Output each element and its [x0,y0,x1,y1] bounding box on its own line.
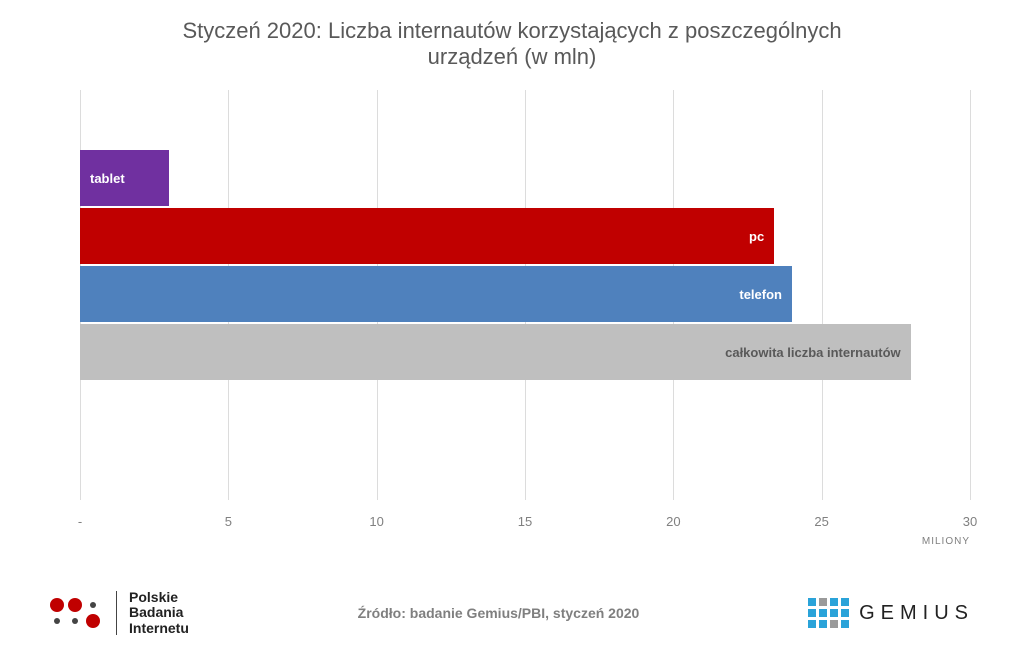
gemius-dot [841,598,849,606]
x-tick-label: 20 [666,514,680,529]
gemius-text: GEMIUS [859,602,974,625]
bar-label-pc: pc [749,229,764,244]
pbi-dot [68,598,82,612]
bar-label-telefon: telefon [739,287,782,302]
gemius-dot [841,609,849,617]
plot-area: -51015202530MILIONYtabletpctelefoncałkow… [80,90,970,500]
pbi-text-line3: Internetu [129,621,189,636]
logo-pbi: Polskie Badania Internetu [50,590,189,636]
x-tick-label: - [78,514,82,529]
chart-title-line2: urządzeń (w mln) [0,44,1024,70]
chart-title-line1: Styczeń 2020: Liczba internautów korzyst… [0,18,1024,44]
x-axis-title: MILIONY [922,536,970,547]
x-tick-label: 25 [814,514,828,529]
bar-label-tablet: tablet [90,171,125,186]
pbi-dot [72,618,78,624]
pbi-dots-icon [50,598,100,628]
bar-pc [80,208,774,264]
bar-label-total: całkowita liczba internautów [725,345,901,360]
chart-container: Styczeń 2020: Liczba internautów korzyst… [0,0,1024,652]
x-tick-label: 10 [369,514,383,529]
x-tick-label: 15 [518,514,532,529]
pbi-text-line1: Polskie [129,590,189,605]
pbi-dot [54,618,60,624]
gemius-dot [819,598,827,606]
pbi-dot [90,602,96,608]
gemius-dot [819,620,827,628]
pbi-text-line2: Badania [129,605,189,620]
pbi-dot [86,614,100,628]
bar-telefon [80,266,792,322]
gemius-dot [808,620,816,628]
gemius-dot [808,598,816,606]
gemius-dot [841,620,849,628]
gemius-dot [808,609,816,617]
grid-line [822,90,823,500]
source-text: Źródło: badanie Gemius/PBI, styczeń 2020 [358,605,640,621]
pbi-text: Polskie Badania Internetu [129,590,189,636]
logo-gemius: GEMIUS [808,598,974,628]
x-tick-label: 5 [225,514,232,529]
grid-line [970,90,971,500]
pbi-separator [116,591,117,635]
gemius-dot [819,609,827,617]
gemius-dot [830,620,838,628]
gemius-dot [830,598,838,606]
footer: Polskie Badania Internetu Źródło: badani… [0,590,1024,636]
chart-title: Styczeń 2020: Liczba internautów korzyst… [0,0,1024,70]
x-tick-label: 30 [963,514,977,529]
gemius-dot [830,609,838,617]
pbi-dot [50,598,64,612]
gemius-dots-icon [808,598,849,628]
